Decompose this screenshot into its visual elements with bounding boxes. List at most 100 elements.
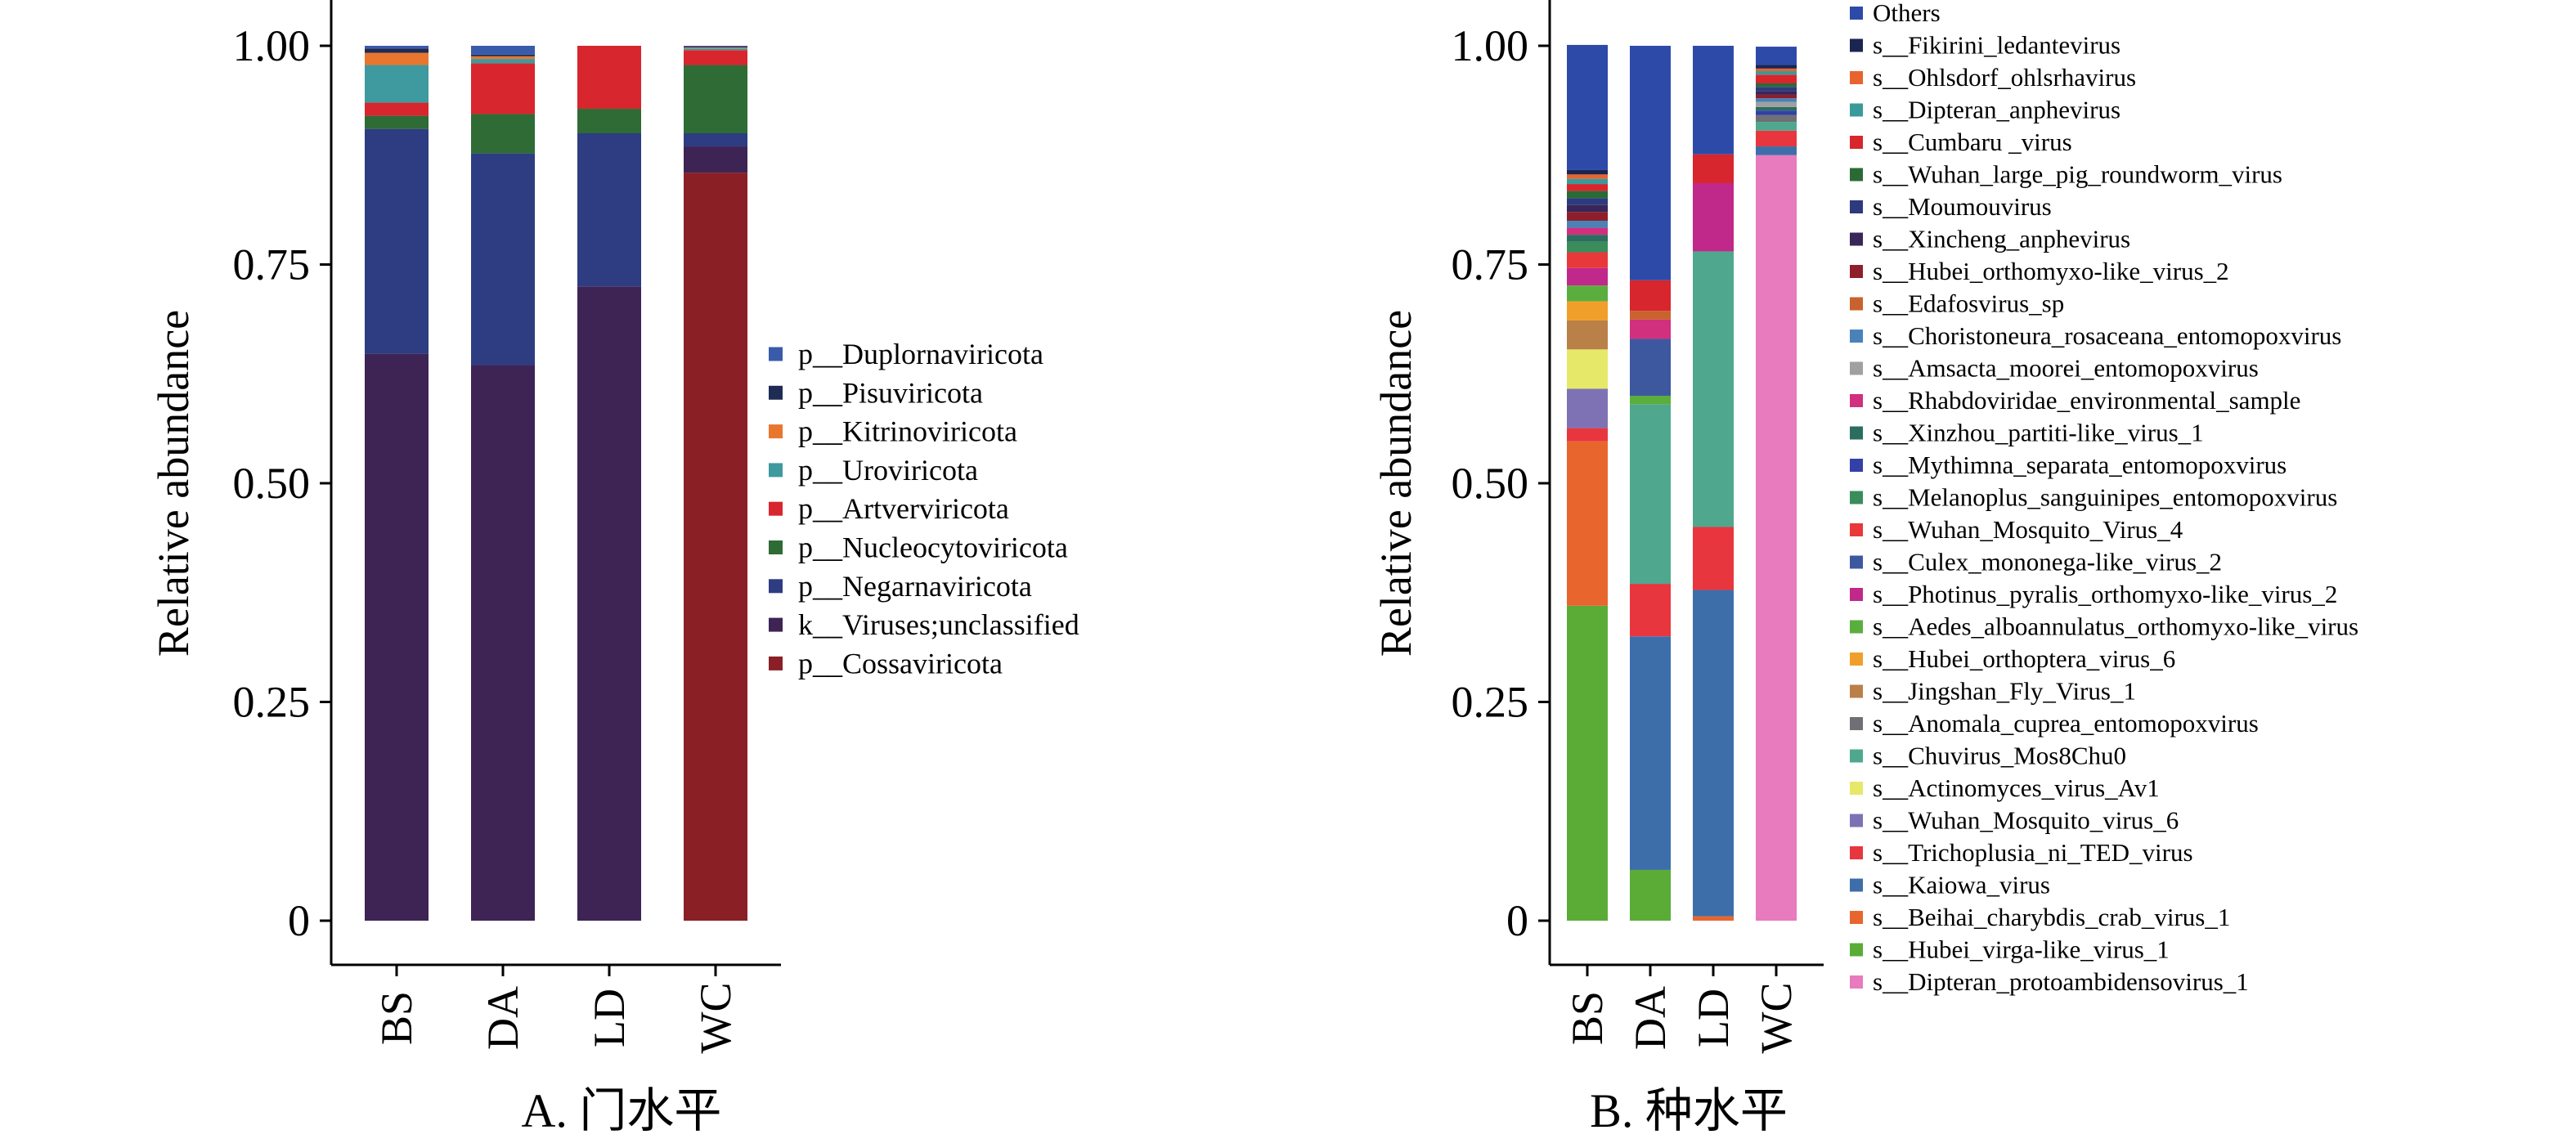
legend-label: s__Actinomyces_virus_Av1	[1873, 774, 2160, 802]
legend-label: s__Trichoplusia_ni_TED_virus	[1873, 838, 2193, 867]
y-tick-label: 0.25	[1452, 678, 1529, 727]
bar-segment	[1693, 182, 1734, 252]
panel-b: B. 种水平 1.00 0.75 0.50 0.25 0 Relative abundan…	[1371, 0, 2358, 1137]
bar-segment	[365, 52, 429, 65]
bar-segment	[1567, 441, 1608, 606]
x-tick-label: BS	[1563, 991, 1612, 1045]
x-tick-label: WC	[1752, 983, 1801, 1054]
bar-segment	[684, 48, 747, 51]
bar-segment	[1567, 605, 1608, 921]
legend-swatch	[1850, 491, 1863, 504]
panel-a-title: A. 门水平	[522, 1084, 722, 1137]
bar-segment	[1630, 869, 1671, 921]
bar-segment	[1567, 191, 1608, 199]
bar-segment	[1567, 235, 1608, 242]
bar-segment	[365, 65, 429, 103]
bar-segment	[1630, 404, 1671, 585]
legend-label: s__Mythimna_separata_entomopoxvirus	[1873, 451, 2287, 479]
bar-segment	[1567, 174, 1608, 179]
legend-label: s__Beihai_charybdis_crab_virus_1	[1873, 903, 2230, 931]
bar-segment	[1567, 204, 1608, 213]
bar-segment	[684, 146, 747, 173]
legend-swatch	[769, 501, 783, 516]
legend-label: p__Negarnaviricota	[798, 570, 1032, 603]
bar-segment	[1567, 44, 1608, 170]
legend-swatch	[769, 385, 783, 400]
legend-label: s__Hubei_virga-like_virus_1	[1873, 935, 2170, 964]
y-tick-label: 0.75	[1452, 240, 1529, 289]
legend-label: s__Ohlsdorf_ohlsrhavirus	[1873, 63, 2136, 92]
legend-swatch	[769, 656, 783, 670]
legend-label: s__Jingshan_Fly_Virus_1	[1873, 677, 2136, 706]
legend-label: s__Dipteran_anphevirus	[1873, 96, 2120, 124]
legend-swatch	[1850, 652, 1863, 666]
bar-segment	[1630, 46, 1671, 280]
legend-swatch	[1850, 717, 1863, 730]
legend-label: s__Hubei_orthomyxo-like_virus_2	[1873, 257, 2229, 285]
x-tick-label: LD	[585, 989, 634, 1047]
bar-segment	[1567, 349, 1608, 389]
bar-segment	[1756, 155, 1797, 921]
bar-segment	[1567, 178, 1608, 185]
legend-label: k__Viruses;unclassified	[798, 608, 1079, 641]
legend-swatch	[1850, 814, 1863, 827]
bar-segment	[1567, 241, 1608, 253]
bar-segment	[684, 173, 747, 921]
bar-segment	[471, 63, 535, 114]
legend-label: s__Anomala_cuprea_entomopoxvirus	[1873, 709, 2259, 738]
legend-swatch	[1850, 361, 1863, 375]
bar-segment	[1567, 320, 1608, 350]
legend-label: s__Amsacta_moorei_entomopoxvirus	[1873, 354, 2259, 383]
bar-segment	[1567, 221, 1608, 228]
bar-segment	[1756, 91, 1797, 95]
bar-segment	[1567, 227, 1608, 235]
bar-segment	[1567, 252, 1608, 268]
legend-swatch	[769, 347, 783, 361]
bar-segment	[684, 47, 747, 49]
legend-swatch	[1850, 782, 1863, 795]
panel-b-title: B. 种水平	[1590, 1084, 1788, 1137]
bar-segment	[1756, 146, 1797, 155]
bar-segment	[1756, 101, 1797, 107]
bar-segment	[471, 365, 535, 921]
bar-segment	[1693, 46, 1734, 155]
bar-segment	[577, 46, 641, 110]
legend-swatch	[1850, 588, 1863, 601]
y-tick-label: 0.50	[233, 459, 311, 508]
x-tick-label: DA	[478, 986, 527, 1050]
bar-segment	[1630, 319, 1671, 339]
bar-segment	[1567, 184, 1608, 191]
panel-a: A. 门水平 1.00 0.75 0.50 0.25 0 Relative abundan…	[149, 0, 1079, 1137]
y-tick-label: 0	[288, 896, 310, 945]
legend-swatch	[1850, 232, 1863, 246]
bar-segment	[471, 59, 535, 64]
bar-segment	[1756, 74, 1797, 84]
legend-label: s__Kaiowa_virus	[1873, 871, 2050, 899]
legend-label: s__Xincheng_anphevirus	[1873, 225, 2130, 253]
legend-swatch	[1850, 459, 1863, 472]
bar-segment	[1693, 590, 1734, 917]
legend-swatch	[1850, 846, 1863, 859]
y-axis-title: Relative abundance	[1371, 310, 1420, 657]
legend-label: p__Pisuviricota	[798, 376, 983, 409]
y-tick-label: 1.00	[1452, 21, 1529, 70]
legend-label: p__Artverviricota	[798, 492, 1009, 525]
legend-swatch	[1850, 136, 1863, 149]
legend-label: s__Dipteran_protoambidensovirus_1	[1873, 967, 2249, 996]
legend-swatch	[769, 540, 783, 554]
bar-segment	[1567, 212, 1608, 221]
bar-segment	[684, 65, 747, 133]
bar-segment	[1756, 87, 1797, 92]
legend-label: s__Aedes_alboannulatus_orthomyxo-like_vi…	[1873, 612, 2358, 641]
bar-segment	[1567, 169, 1608, 175]
bar-segment	[471, 114, 535, 154]
bar-segment	[1756, 68, 1797, 72]
bar-segment	[1693, 916, 1734, 921]
legend-swatch	[1850, 7, 1863, 20]
legend-label: s__Chuvirus_Mos8Chu0	[1873, 742, 2126, 770]
bar-segment	[577, 133, 641, 287]
bar-segment	[365, 102, 429, 116]
bar-segment	[1756, 114, 1797, 123]
y-tick-label: 0	[1506, 896, 1528, 945]
legend-swatch	[1850, 620, 1863, 634]
